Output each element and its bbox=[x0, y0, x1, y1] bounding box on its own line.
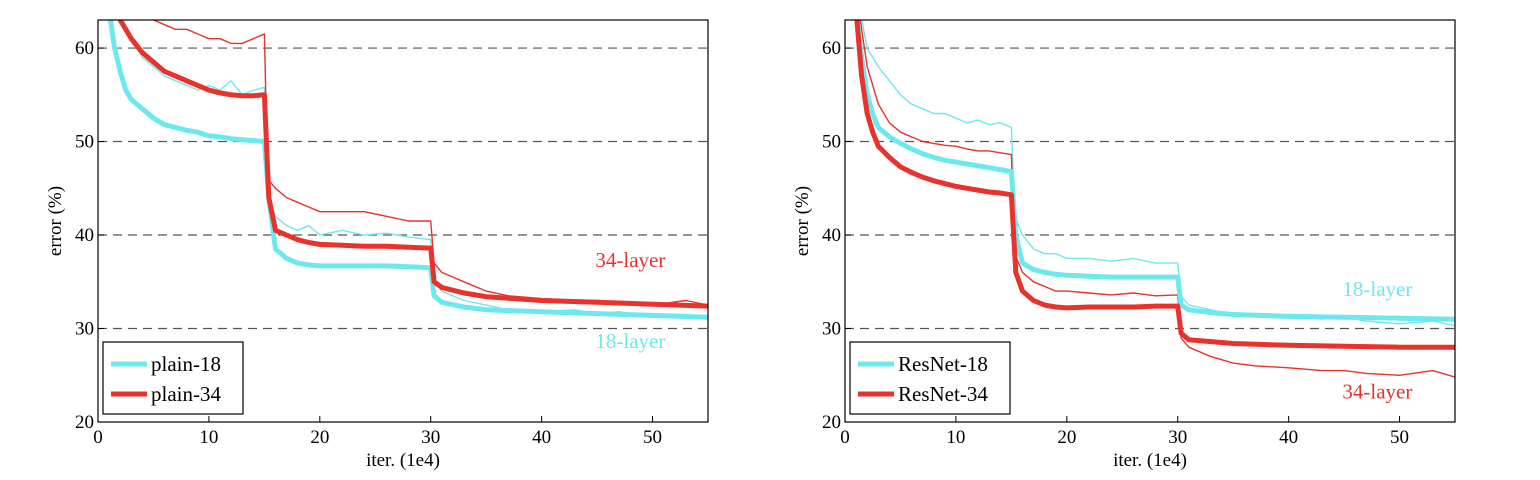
series-line-3 bbox=[859, 20, 1455, 378]
x-tick-label: 20 bbox=[1057, 427, 1076, 448]
annotation-label: 18-layer bbox=[595, 329, 665, 353]
y-tick-label: 60 bbox=[822, 38, 841, 59]
legend-label: ResNet-18 bbox=[898, 352, 988, 376]
y-tick-label: 40 bbox=[75, 225, 94, 246]
plot-frame bbox=[844, 19, 1456, 423]
chart-resnet: 0 10 20 30 40 50 20 30 40 50 60 iter. (1e4) error (%… bbox=[792, 19, 1456, 471]
x-tick-label: 50 bbox=[643, 427, 662, 448]
x-tick-label: 30 bbox=[1168, 427, 1187, 448]
legend-label: ResNet-34 bbox=[898, 382, 988, 406]
legend-box bbox=[849, 341, 1011, 415]
y-tick-label: 50 bbox=[75, 132, 94, 153]
x-tick-label: 10 bbox=[946, 427, 965, 448]
y-axis-label: error (%) bbox=[45, 186, 66, 256]
y-tick-label: 50 bbox=[822, 132, 841, 153]
x-tick-label: 20 bbox=[310, 427, 329, 448]
y-tick-label: 30 bbox=[75, 319, 94, 340]
y-tick-label: 60 bbox=[75, 38, 94, 59]
y-tick-label: 40 bbox=[822, 225, 841, 246]
annotation-label: 34-layer bbox=[595, 248, 665, 272]
series-line-1 bbox=[117, 20, 708, 309]
annotation-label: 18-layer bbox=[1342, 277, 1412, 301]
x-tick-label: 10 bbox=[199, 427, 218, 448]
annotation-label: 34-layer bbox=[1342, 380, 1412, 404]
legend-box bbox=[102, 341, 244, 415]
legend-label: plain-34 bbox=[151, 382, 221, 406]
x-tick-label: 40 bbox=[1279, 427, 1298, 448]
x-tick-label: 0 bbox=[93, 427, 103, 448]
y-tick-label: 20 bbox=[822, 412, 841, 433]
y-axis-label: error (%) bbox=[792, 186, 813, 256]
x-tick-label: 30 bbox=[421, 427, 440, 448]
x-axis-label: iter. (1e4) bbox=[366, 450, 440, 471]
x-tick-label: 0 bbox=[840, 427, 850, 448]
series-line-0 bbox=[854, 20, 1455, 322]
x-tick-label: 50 bbox=[1390, 427, 1409, 448]
legend-label: plain-18 bbox=[151, 352, 221, 376]
chart-plain: 0 10 20 30 40 50 20 30 40 50 60 iter. (1e4) error (%… bbox=[45, 19, 709, 471]
series-line-1 bbox=[854, 20, 1455, 350]
plot-frame bbox=[97, 19, 709, 423]
y-tick-label: 20 bbox=[75, 412, 94, 433]
x-axis-label: iter. (1e4) bbox=[1113, 450, 1187, 471]
y-tick-label: 30 bbox=[822, 319, 841, 340]
x-tick-label: 40 bbox=[532, 427, 551, 448]
